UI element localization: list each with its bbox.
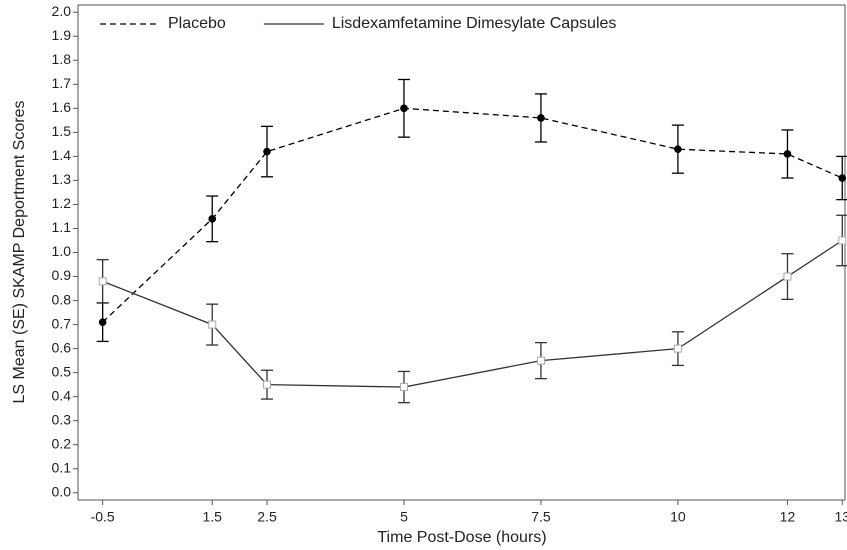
marker (537, 114, 545, 122)
x-tick-label: 2.5 (257, 509, 277, 525)
marker (98, 277, 107, 286)
legend-label: Lisdexamfetamine Dimesylate Capsules (332, 15, 617, 32)
y-tick-label: 2.0 (52, 3, 72, 19)
marker (263, 147, 271, 156)
marker (98, 318, 107, 326)
y-tick-label: 1.7 (52, 75, 72, 91)
y-tick-label: 1.4 (52, 147, 72, 163)
x-axis-label: Time Post-Dose (hours) (377, 529, 546, 546)
marker (838, 236, 847, 245)
marker (783, 150, 792, 158)
y-tick-label: 0.4 (52, 387, 72, 403)
x-tick-label: -0.5 (91, 509, 115, 525)
y-tick-label: 0.6 (52, 339, 72, 355)
marker (673, 344, 682, 353)
x-tick-label: 1.5 (202, 509, 222, 525)
plot-frame (77, 4, 846, 501)
y-tick-label: 0.0 (52, 483, 72, 499)
series-line (102, 107, 843, 323)
y-tick-label: 1.9 (52, 27, 72, 43)
marker (399, 383, 408, 392)
y-tick-label: 0.2 (52, 435, 72, 451)
y-axis-label: LS Mean (SE) SKAMP Deportment Scores (11, 101, 28, 404)
series-line (102, 239, 843, 388)
x-tick-label: 5 (400, 509, 408, 525)
y-tick-label: 1.0 (52, 243, 72, 259)
y-tick-label: 0.1 (52, 459, 72, 475)
y-tick-label: 0.9 (52, 267, 72, 283)
y-tick-label: 0.5 (52, 363, 72, 379)
y-tick-label: 1.1 (52, 219, 72, 235)
y-tick-label: 1.2 (52, 195, 72, 211)
marker (838, 174, 847, 182)
x-tick-label: 7.5 (531, 509, 551, 525)
x-tick-label: 12 (780, 509, 796, 525)
marker (783, 272, 792, 281)
y-tick-label: 1.8 (52, 51, 72, 67)
marker (208, 215, 217, 223)
x-tick-label: 13 (834, 509, 847, 525)
marker (674, 145, 682, 153)
y-tick-label: 0.8 (52, 291, 72, 307)
y-tick-label: 0.3 (52, 411, 72, 427)
marker (208, 320, 217, 329)
marker (263, 380, 272, 389)
x-tick-label: 10 (670, 509, 686, 525)
marker (536, 356, 545, 365)
y-tick-label: 1.6 (52, 99, 72, 115)
legend-label: Placebo (168, 15, 226, 32)
marker (400, 104, 408, 113)
y-tick-label: 1.5 (52, 123, 72, 139)
y-tick-label: 1.3 (52, 171, 72, 187)
y-tick-label: 0.7 (52, 315, 72, 331)
